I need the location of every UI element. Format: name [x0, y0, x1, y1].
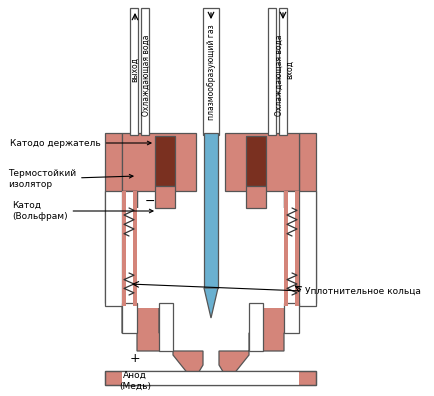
Bar — [137, 208, 284, 308]
Polygon shape — [122, 303, 137, 333]
Bar — [299, 133, 316, 303]
Bar — [204, 133, 218, 288]
Bar — [284, 191, 299, 306]
Bar — [155, 136, 175, 186]
Bar — [141, 8, 149, 135]
Bar — [246, 136, 266, 186]
Bar — [122, 371, 299, 385]
Polygon shape — [105, 303, 203, 375]
Text: вход: вход — [286, 61, 295, 80]
Bar — [295, 191, 299, 306]
Polygon shape — [219, 303, 316, 375]
Bar — [268, 8, 276, 135]
Polygon shape — [249, 303, 263, 351]
Text: Катодо держатель: Катодо держатель — [10, 139, 151, 147]
Text: −: − — [145, 194, 155, 208]
Text: выход: выход — [131, 57, 139, 82]
Text: Катод
(Вольфрам): Катод (Вольфрам) — [12, 201, 153, 221]
Bar — [105, 371, 316, 385]
Bar — [225, 133, 299, 191]
Bar — [122, 191, 137, 306]
Bar — [105, 133, 122, 303]
Text: Термостойкий
изолятор: Термостойкий изолятор — [8, 169, 133, 189]
Polygon shape — [204, 288, 218, 318]
Polygon shape — [299, 191, 316, 306]
Polygon shape — [159, 303, 173, 351]
Bar — [122, 191, 137, 306]
Polygon shape — [105, 191, 122, 306]
Text: Охлаждающая вода: Охлаждающая вода — [141, 34, 151, 116]
Bar — [246, 186, 266, 208]
Bar — [279, 8, 287, 135]
Polygon shape — [284, 303, 299, 333]
Bar — [155, 186, 175, 208]
Text: +: + — [130, 352, 140, 364]
Bar — [130, 8, 138, 135]
Text: Анод
(Медь): Анод (Медь) — [119, 371, 151, 390]
Bar — [203, 8, 219, 135]
Bar — [284, 191, 299, 306]
Bar — [122, 133, 196, 191]
Bar — [122, 191, 126, 306]
Text: плазмообразующий газ: плазмообразующий газ — [207, 24, 216, 120]
Text: Уплотнительное кольца: Уплотнительное кольца — [305, 286, 421, 295]
Bar — [133, 191, 137, 306]
Text: Охлаждающая вода: Охлаждающая вода — [274, 34, 283, 116]
Bar — [284, 191, 288, 306]
Bar — [105, 371, 316, 385]
